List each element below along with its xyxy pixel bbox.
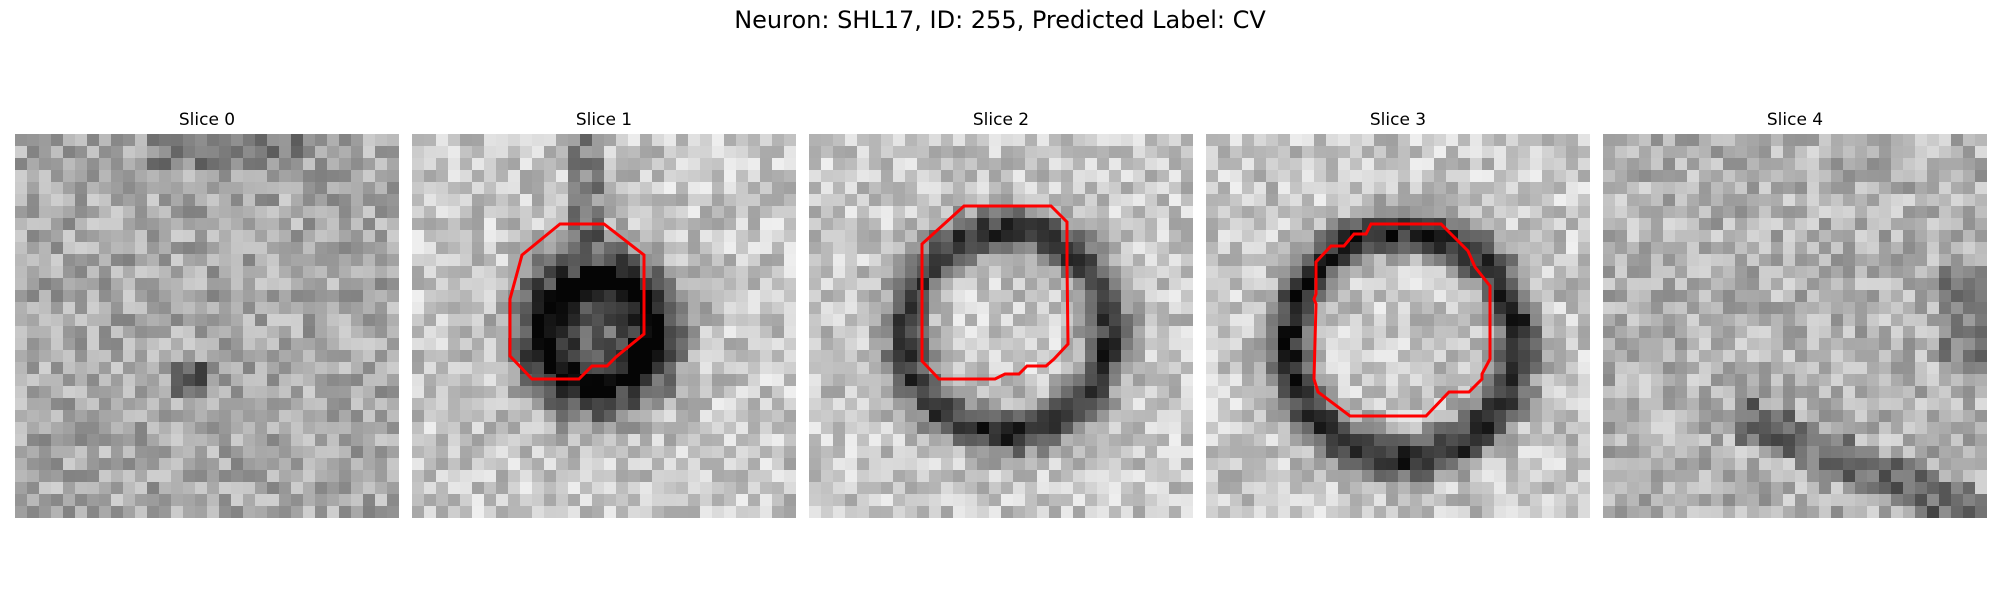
slice-panel-0: Slice 0 (15, 110, 399, 518)
contour-outline-3 (1312, 222, 1492, 418)
slice-image-4 (1603, 134, 1987, 518)
slice-title-1: Slice 1 (575, 110, 633, 130)
contour-outline-1 (508, 222, 646, 381)
figure-title: Neuron: SHL17, ID: 255, Predicted Label:… (734, 6, 1266, 34)
slice-image-2 (809, 134, 1193, 518)
slice-title-2: Slice 2 (972, 110, 1030, 130)
slice-panel-1: Slice 1 (412, 110, 796, 518)
slice-title-4: Slice 4 (1766, 110, 1824, 130)
slice-panel-4: Slice 4 (1603, 110, 1987, 518)
slice-image-3 (1206, 134, 1590, 518)
slice-image-1 (412, 134, 796, 518)
slice-panel-2: Slice 2 (809, 110, 1193, 518)
slice-title-3: Slice 3 (1369, 110, 1427, 130)
slice-title-0: Slice 0 (178, 110, 236, 130)
slice-image-0 (15, 134, 399, 518)
contour-outline-2 (920, 204, 1070, 381)
slice-panel-3: Slice 3 (1206, 110, 1590, 518)
